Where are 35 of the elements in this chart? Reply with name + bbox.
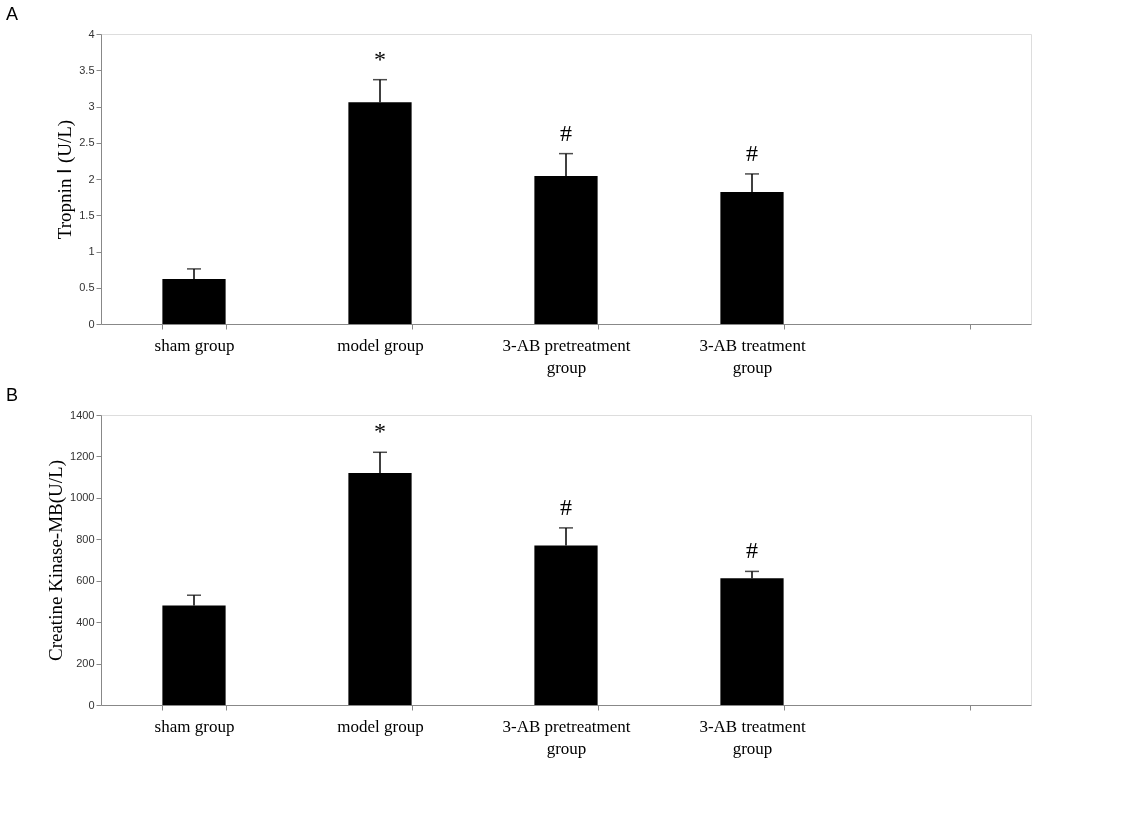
x-tick-label: 3-AB pretreatment group xyxy=(502,335,631,377)
y-tick-label: 1 xyxy=(88,245,95,257)
y-tick-label: 400 xyxy=(76,615,95,628)
data-label: * xyxy=(374,418,386,445)
x-tick-label: 3-AB pretreatment group xyxy=(502,716,631,758)
y-axis-title: Creatine Kinase-MB(U/L) xyxy=(45,459,68,662)
x-tick-label: model group xyxy=(337,335,424,355)
chart-title: A xyxy=(6,4,19,24)
y-tick-label: 1400 xyxy=(70,408,95,421)
y-tick-label: 0 xyxy=(88,698,95,711)
y-tick-label: 1000 xyxy=(70,491,95,504)
data-label: # xyxy=(746,139,758,166)
data-label: # xyxy=(560,493,572,520)
y-tick-label: 1200 xyxy=(70,449,95,462)
y-tick-label: 2 xyxy=(88,172,95,185)
chart-title: B xyxy=(6,385,19,405)
y-axis-title: Tropnin Ⅰ (U/L) xyxy=(54,119,77,240)
y-tick-label: 600 xyxy=(76,574,95,587)
data-label: * xyxy=(374,45,386,72)
data-label: # xyxy=(746,537,758,564)
y-tick-label: 1.5 xyxy=(79,208,95,221)
y-tick-label: 800 xyxy=(76,532,95,545)
x-tick-label: sham group xyxy=(154,716,235,736)
y-tick-label: 0 xyxy=(88,317,95,330)
y-tick-label: 200 xyxy=(76,657,95,670)
y-tick-label: 4 xyxy=(88,27,95,40)
x-tick-label: 3-AB treatment group xyxy=(699,716,806,758)
x-tick-label: sham group xyxy=(154,335,235,355)
x-tick-label: model group xyxy=(337,716,424,736)
y-tick-label: 0.5 xyxy=(79,281,95,294)
y-tick-label: 2.5 xyxy=(79,136,95,149)
y-tick-label: 3 xyxy=(88,100,95,112)
x-tick-label: 3-AB treatment group xyxy=(699,335,806,377)
data-label: # xyxy=(560,119,572,146)
y-tick-label: 3.5 xyxy=(79,63,95,76)
